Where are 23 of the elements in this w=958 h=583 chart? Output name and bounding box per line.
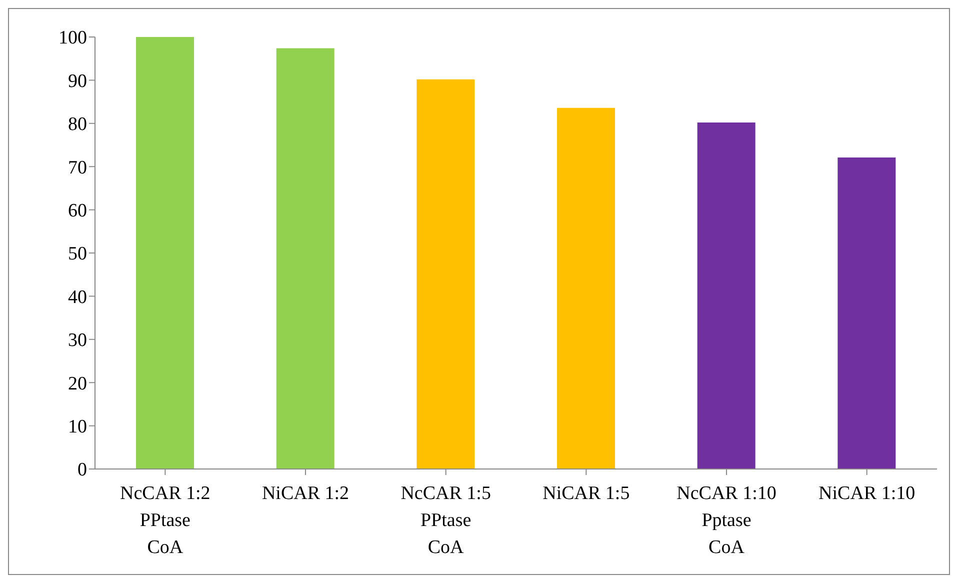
y-tick-label: 80	[68, 114, 87, 136]
x-tick-label: NcCAR 1:5 PPtase CoA	[400, 483, 491, 558]
y-tick-label: 10	[68, 416, 87, 438]
bar	[697, 122, 756, 469]
y-tick-label: 90	[68, 70, 87, 92]
x-tick-label: NcCAR 1:2 PPtase CoA	[120, 483, 210, 558]
bar	[276, 48, 334, 469]
bar	[416, 79, 475, 469]
bar	[838, 158, 896, 469]
y-tick-label: 50	[68, 244, 87, 265]
x-tick-label: NiCAR 1:10	[818, 483, 916, 504]
x-tick-label: NcCAR 1:10 Pptase CoA	[676, 483, 776, 558]
bar	[136, 37, 194, 469]
y-tick-label: 60	[68, 200, 87, 222]
x-tick-label: NiCAR 1:2	[262, 483, 350, 504]
y-tick-label: 70	[68, 157, 87, 178]
y-tick-label: 20	[68, 373, 87, 394]
bar	[557, 108, 615, 469]
y-tick-label: 100	[58, 28, 87, 49]
y-tick-label: 40	[68, 286, 87, 308]
y-tick-label: 30	[68, 330, 87, 352]
x-tick-label: NiCAR 1:5	[542, 483, 630, 504]
y-tick-label: 0	[78, 460, 87, 481]
